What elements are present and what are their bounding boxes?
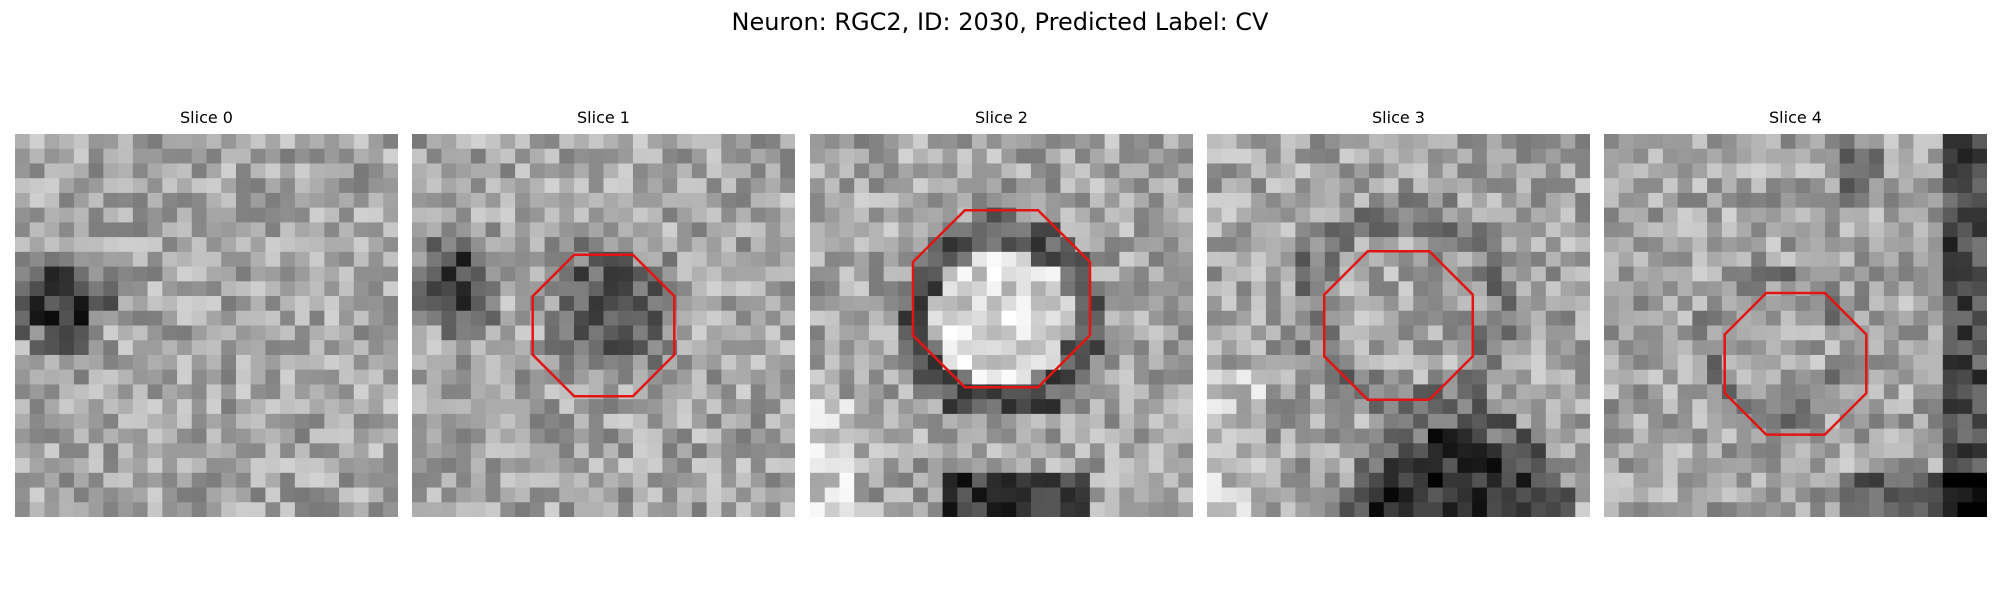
slice-image-3 (1207, 134, 1590, 517)
slice-title-0: Slice 0 (180, 108, 233, 127)
roi-outline-4 (1723, 291, 1868, 436)
slice-image-0 (15, 134, 398, 517)
slice-image-1 (412, 134, 795, 517)
slice-title-4: Slice 4 (1769, 108, 1822, 127)
slice-panel-4: Slice 4 (1604, 108, 1987, 517)
slice-panel-2: Slice 2 (810, 108, 1193, 517)
slice-image-4 (1604, 134, 1987, 517)
slice-title-1: Slice 1 (577, 108, 630, 127)
slice-image-2 (810, 134, 1193, 517)
slice-panel-3: Slice 3 (1207, 108, 1590, 517)
slice-panel-1: Slice 1 (412, 108, 795, 517)
slice-title-3: Slice 3 (1372, 108, 1425, 127)
figure-title: Neuron: RGC2, ID: 2030, Predicted Label:… (731, 8, 1269, 36)
roi-outline-3 (1322, 249, 1475, 402)
roi-outline-1 (531, 253, 676, 398)
slice-title-2: Slice 2 (975, 108, 1028, 127)
roi-outline-2 (911, 208, 1092, 389)
slice-panel-0: Slice 0 (15, 108, 398, 517)
